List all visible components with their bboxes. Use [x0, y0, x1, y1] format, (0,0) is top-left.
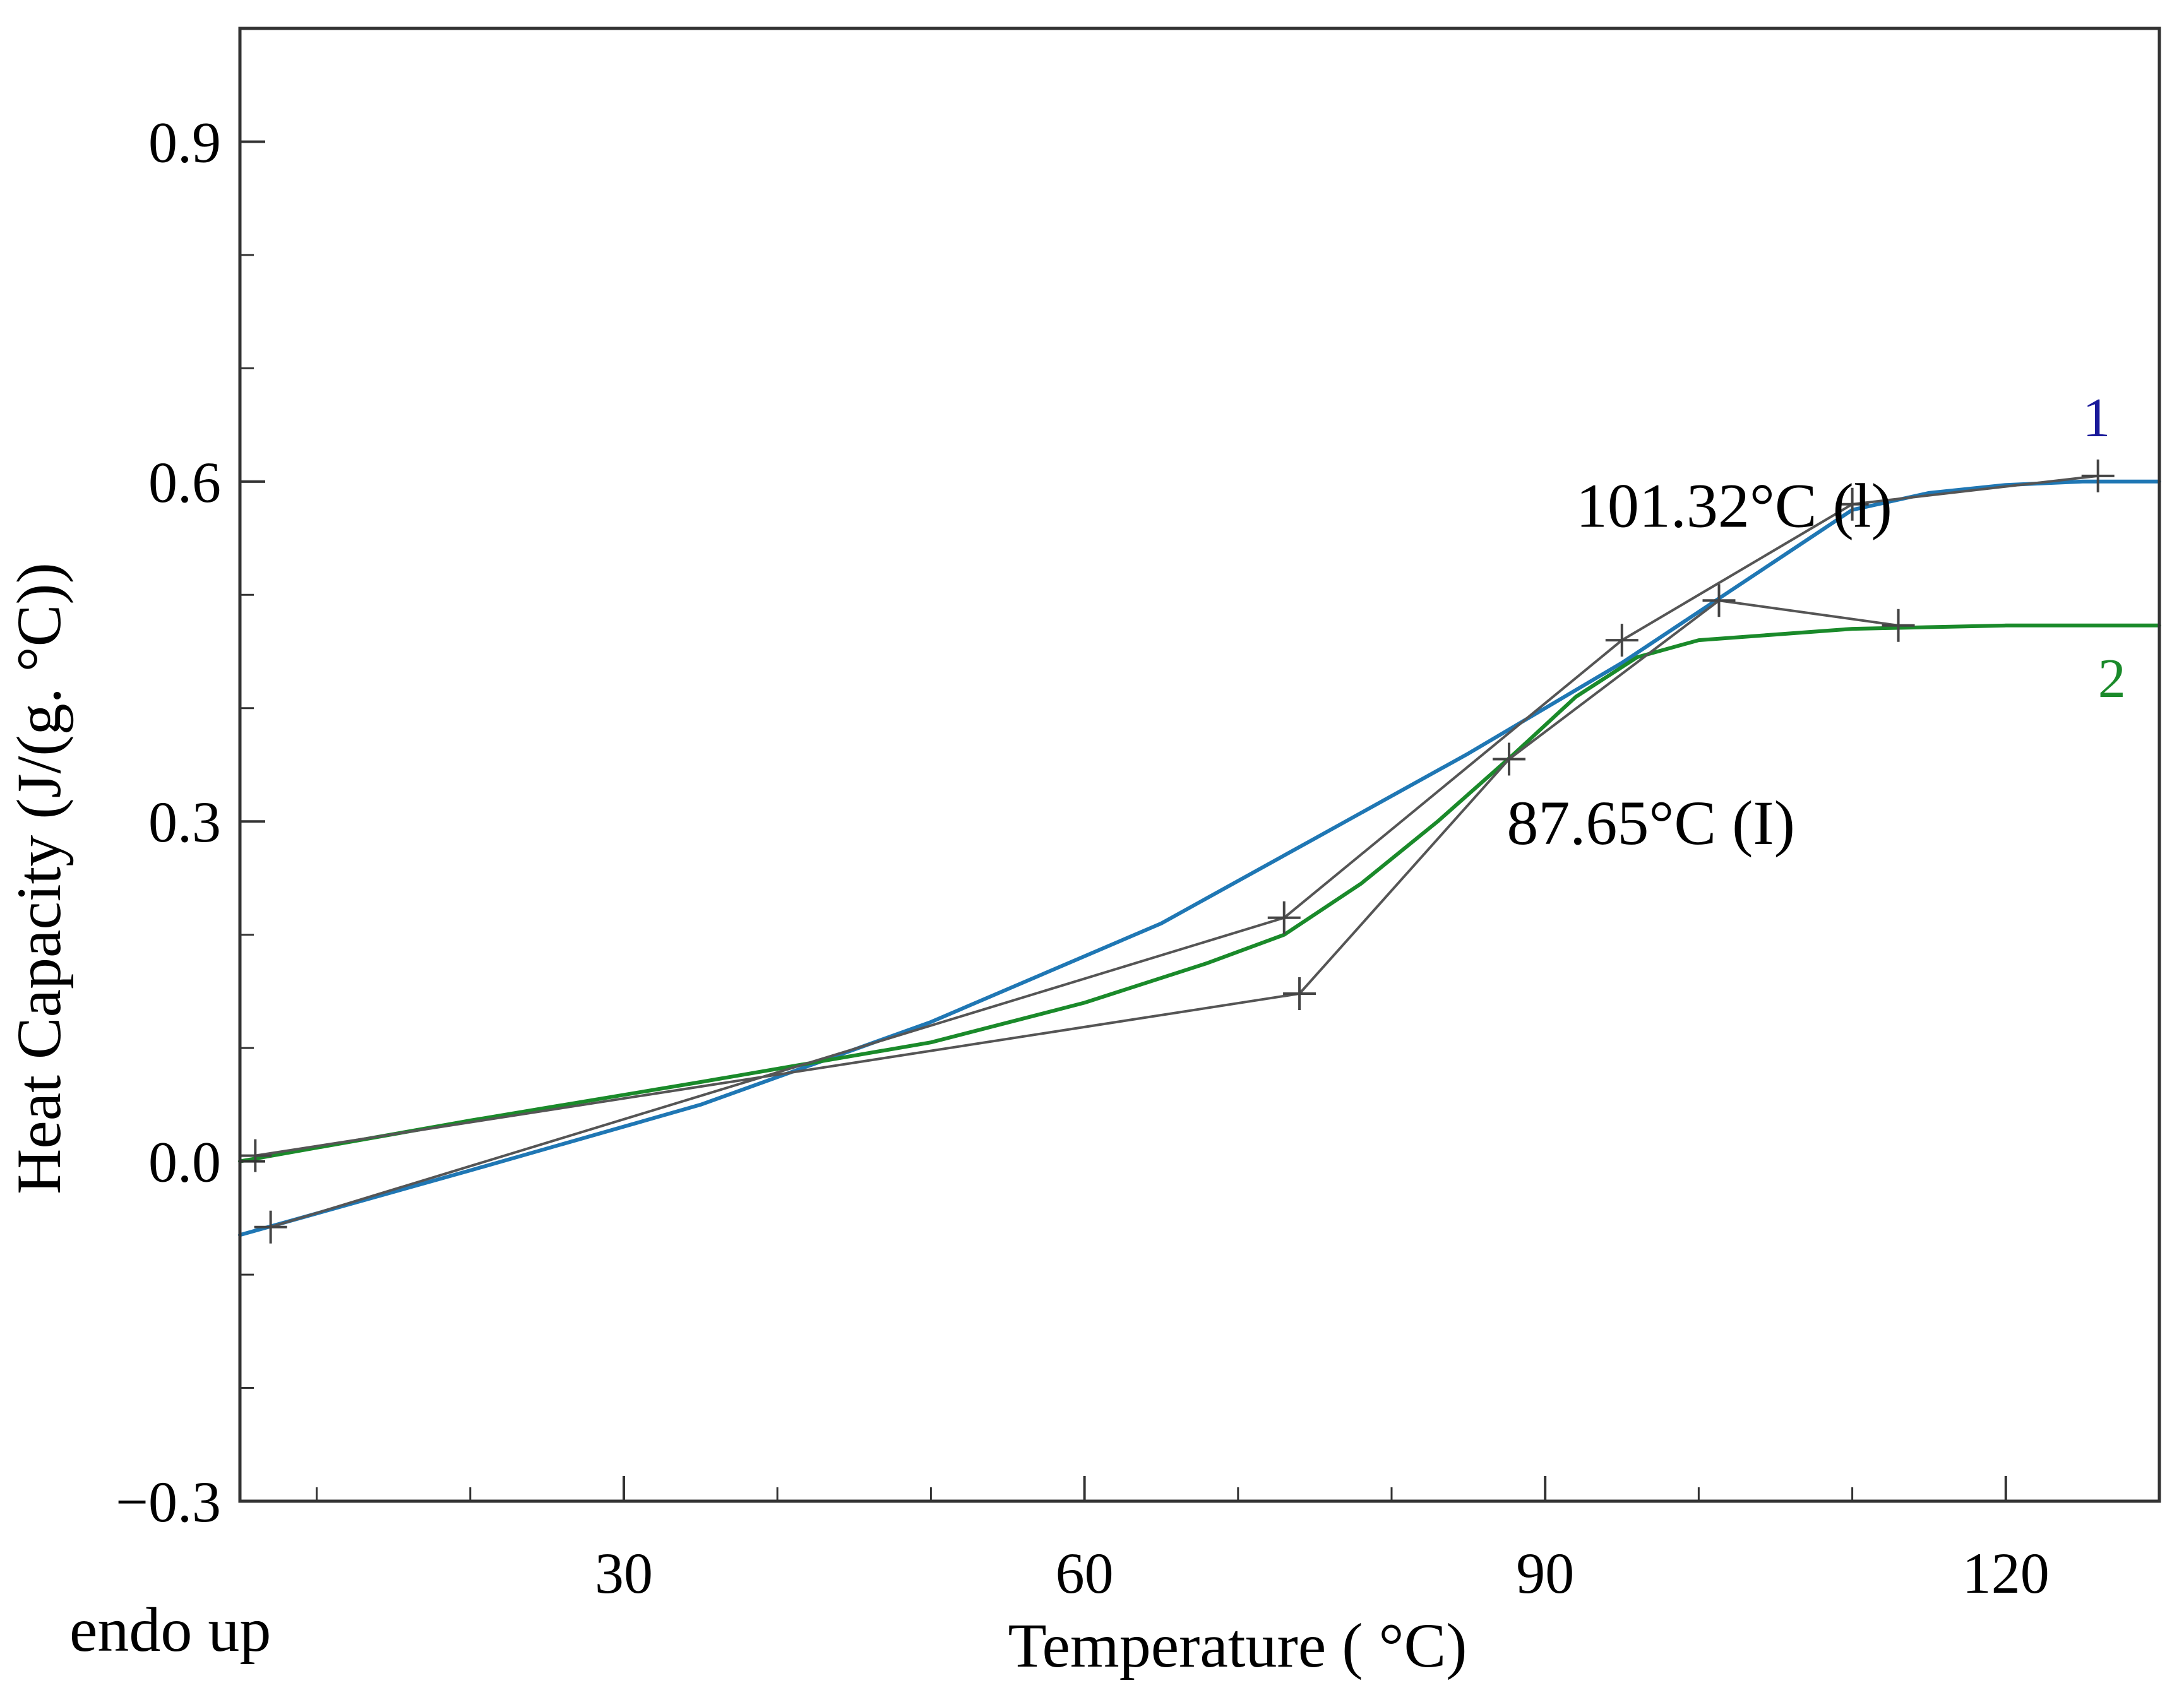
series-line-tangent-2 [254, 599, 1900, 1157]
y-tick-label: 0.3 [148, 790, 221, 854]
tangent-marker [239, 1139, 272, 1172]
x-axis-title: Temperature ( °C) [1008, 1610, 1467, 1680]
x-tick-label: 30 [595, 1541, 653, 1605]
tg-annotation: 101.32°C (l) [1576, 471, 1892, 541]
tangent-marker [1835, 487, 1869, 521]
tangent-marker [254, 1210, 287, 1244]
x-axis-ticks: 30 60 90 120 [595, 1476, 2050, 1605]
tangent-marker [1605, 624, 1638, 657]
plot-frame [238, 27, 2161, 1503]
curve-label: 1 [2082, 388, 2110, 449]
x-tick-label: 60 [1056, 1541, 1114, 1605]
series-line-tangent-1 [269, 474, 2099, 1228]
endo-up-label: endo up [69, 1595, 271, 1665]
y-tick-label: 0.6 [148, 450, 221, 514]
tangent-marker [1283, 977, 1316, 1011]
tangent-marker [2081, 459, 2115, 492]
series-line-2 [238, 623, 2161, 1163]
series-lines [238, 474, 2161, 1237]
curve-label: 2 [2098, 648, 2126, 710]
tg-annotation: 87.65°C (I) [1507, 788, 1795, 858]
tangent-marker [1882, 609, 1915, 642]
x-tick-label: 120 [1962, 1541, 2050, 1605]
minor-ticks [240, 27, 2007, 1501]
tangent-marker [1493, 742, 1526, 776]
annotations: 101.32°C (l) 87.65°C (I) 1 2 [1507, 388, 2125, 858]
tangent-markers [239, 459, 2115, 1244]
y-axis-title: Heat Capacity (J/(g. °C)) [4, 562, 74, 1194]
series-line-1 [238, 479, 2161, 1237]
y-tick-label: 0.0 [148, 1130, 221, 1194]
x-tick-label: 90 [1516, 1541, 1574, 1605]
tangent-marker [1267, 901, 1301, 934]
tangent-marker [1702, 584, 1736, 617]
y-tick-label: −0.3 [116, 1470, 221, 1534]
y-axis-ticks: −0.3 0.0 0.3 0.6 0.9 [116, 110, 265, 1534]
y-tick-label: 0.9 [148, 110, 221, 174]
